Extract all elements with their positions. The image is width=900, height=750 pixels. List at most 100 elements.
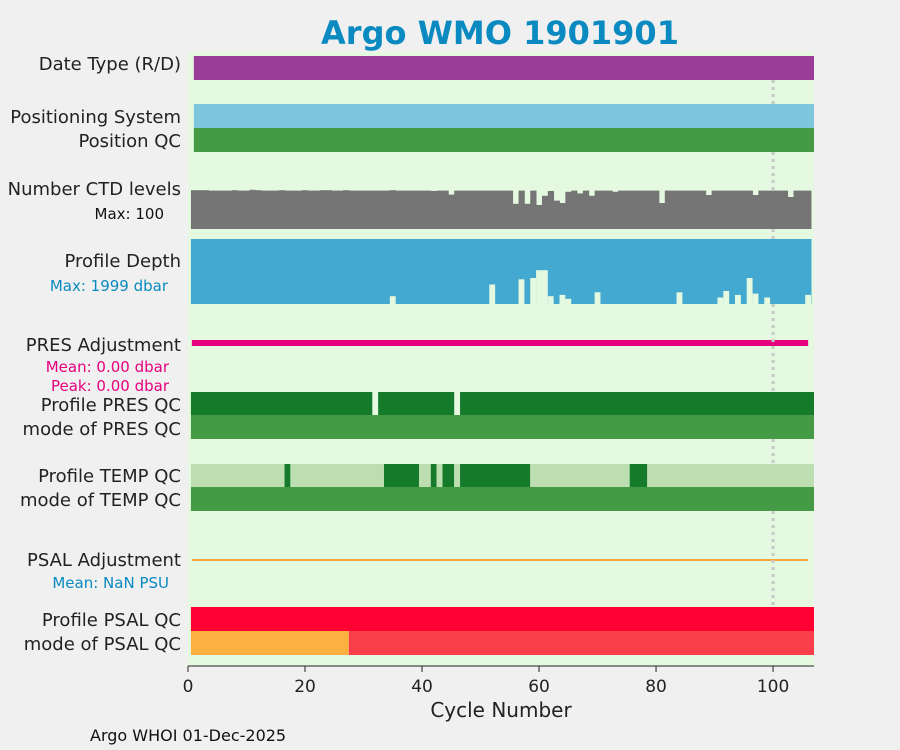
ctd-level-bar (383, 190, 391, 229)
ctd-level-bar (483, 190, 490, 229)
ctd-level-bar (770, 190, 777, 229)
profile-pres-qc-segment (190, 392, 373, 415)
x-tick-label: 100 (757, 677, 789, 697)
positioning-system-segment (193, 104, 814, 128)
profile-depth-bar (261, 239, 268, 304)
ctd-level-bar (395, 190, 402, 229)
profile-depth-bar (612, 239, 619, 304)
profile-depth-gap (735, 294, 741, 304)
ctd-level-bar (688, 190, 695, 229)
profile-temp-qc-segment (629, 464, 648, 487)
profile-depth-bar (547, 239, 555, 304)
ctd-level-bar (360, 190, 367, 229)
profile-temp-qc-segment (442, 464, 455, 487)
profile-depth-bar (658, 239, 666, 304)
profile-temp-qc-segment (436, 464, 443, 487)
psal-mean-annotation: Mean: NaN PSU (52, 574, 169, 592)
ctd-level-bar (694, 190, 701, 229)
ctd-level-bar (629, 190, 636, 229)
mode-pres-qc-segment (190, 415, 814, 439)
profile-depth-gap (764, 297, 771, 304)
profile-depth-bar (395, 239, 402, 304)
profile-depth-bar (319, 239, 326, 304)
profile-depth-bar (290, 239, 297, 304)
ctd-level-bar (501, 190, 508, 229)
profile-depth-bar (348, 239, 356, 304)
ctd-level-bar (676, 190, 683, 229)
x-axis-label: Cycle Number (430, 698, 572, 722)
profile-depth-gap (717, 297, 724, 304)
ctd-level-bar (729, 190, 736, 229)
x-tick-label: 40 (411, 677, 433, 697)
profile-depth-bar (647, 239, 654, 304)
ctd-level-bar (735, 190, 742, 229)
ctd-level-bar (577, 193, 584, 229)
mode-temp-qc-segment (190, 487, 814, 511)
profile-depth-bar (688, 239, 695, 304)
profile-depth-bar (641, 239, 648, 304)
mode-psal-qc-label: mode of PSAL QC (24, 634, 181, 655)
profile-depth-bar (495, 239, 502, 304)
profile-depth-bar (436, 239, 443, 304)
ctd-level-bar (442, 190, 449, 229)
profile-depth-bar (653, 239, 660, 304)
profile-depth-bar (278, 239, 285, 304)
ctd-level-bar (220, 190, 227, 229)
data-type-label: Date Type (R/D) (39, 54, 181, 75)
ctd-level-bar (565, 191, 572, 229)
profile-pres-qc-segment (378, 392, 455, 415)
x-tick-label: 20 (294, 677, 316, 697)
profile-depth-bar (787, 239, 794, 304)
profile-depth-gap (536, 270, 542, 304)
profile-depth-bar (249, 239, 256, 304)
x-tick-label: 80 (645, 677, 667, 697)
profile-depth-bar (202, 239, 209, 304)
ctd-level-bar (670, 190, 677, 229)
ctd-level-bar (448, 194, 455, 229)
profile-depth-bar (752, 239, 759, 304)
profile-depth-bar (413, 239, 420, 304)
data-type-segment (193, 56, 814, 80)
profile-depth-bar (360, 239, 367, 304)
ctd-level-bar (606, 190, 613, 229)
ctd-level-bar (559, 203, 566, 229)
ctd-level-bar (460, 190, 467, 229)
ctd-level-bar (348, 190, 356, 229)
ctd-level-bar (588, 195, 596, 229)
profile-depth-bar (237, 239, 244, 304)
profile-depth-bar (577, 239, 584, 304)
profile-depth-bar (272, 239, 280, 304)
profile-depth-bar (442, 239, 449, 304)
profile-depth-gap (541, 270, 548, 304)
profile-depth-bar (354, 239, 361, 304)
profile-depth-bar (231, 239, 239, 304)
profile-depth-gap (489, 284, 496, 304)
mode-psal-qc-segment (348, 631, 814, 655)
ctd-level-bar (401, 190, 408, 229)
ctd-level-bar (407, 190, 414, 229)
ctd-level-bar (372, 190, 379, 229)
ctd-level-bar (419, 190, 426, 229)
profile-temp-qc-segment (530, 464, 630, 487)
ctd-level-bar (226, 190, 233, 229)
ctd-level-bar (477, 190, 484, 229)
ctd-levels-label: Number CTD levels (8, 179, 181, 200)
positioning-system-label: Positioning System (10, 107, 181, 128)
profile-depth-bar (407, 239, 414, 304)
profile-depth-bar (618, 239, 625, 304)
footer-credit: Argo WHOI 01-Dec-2025 (90, 726, 286, 745)
ctd-level-bar (278, 190, 285, 229)
profile-pres-qc-label: Profile PRES QC (41, 395, 181, 416)
profile-depth-bar (501, 239, 508, 304)
profile-depth-bar (483, 239, 490, 304)
chart-title: Argo WMO 1901901 (321, 14, 679, 52)
ctd-level-bar (781, 190, 789, 229)
ctd-level-bar (243, 190, 250, 229)
profile-temp-qc-segment (290, 464, 384, 487)
profile-depth-gap (559, 294, 566, 304)
profile-depth-bar (325, 239, 332, 304)
profile-depth-bar (799, 239, 806, 304)
profile-depth-bar (717, 239, 724, 304)
profile-depth-bar (196, 239, 204, 304)
